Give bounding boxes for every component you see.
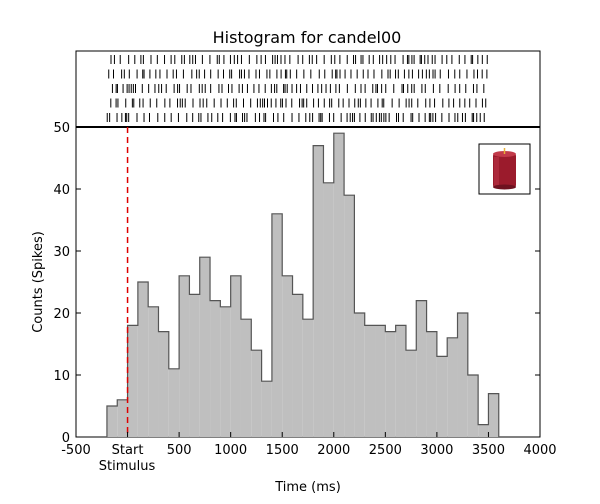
histogram-bar: [251, 350, 262, 437]
y-tick-label: 20: [53, 307, 70, 322]
histogram-bar: [199, 257, 211, 437]
histogram-outline: [106, 132, 500, 437]
histogram-bar: [282, 275, 293, 437]
x-tick-label: 4000: [523, 443, 556, 458]
x-tick-label: 2500: [369, 443, 402, 458]
y-tick-label: 30: [53, 245, 70, 260]
x-axis-label: Time (ms): [274, 480, 341, 495]
histogram-bar: [385, 331, 396, 437]
histogram-bar: [261, 381, 272, 437]
histogram-bar: [375, 325, 386, 437]
x-tick-label: 3000: [420, 443, 453, 458]
y-axis-label: Counts (Spikes): [31, 231, 46, 333]
histogram-bar: [478, 424, 489, 437]
y-tick-label: 50: [53, 121, 70, 136]
x-tick-label: 500: [167, 443, 192, 458]
y-tick-label: 0: [62, 431, 70, 446]
histogram-bar: [230, 275, 241, 437]
y-axis-ticks: 0 10 20 30 40 50: [53, 121, 540, 446]
x-tick-label: 2000: [317, 443, 350, 458]
histogram-bar: [416, 300, 427, 437]
histogram-bar: [106, 406, 118, 437]
candle-thumbnail: [478, 143, 531, 195]
histogram-bar: [271, 213, 283, 437]
x-tick-label: 1500: [266, 443, 299, 458]
x-tick-label: 3500: [472, 443, 505, 458]
x-tick-label: Start: [112, 443, 144, 458]
histogram-bar: [447, 337, 458, 437]
histogram-bar: [436, 356, 448, 437]
histogram-bar: [158, 331, 169, 437]
histogram-bar: [302, 319, 314, 437]
histogram-bar: [354, 313, 365, 437]
histogram-bar: [189, 294, 200, 437]
histogram-bar: [168, 368, 180, 437]
spike-raster: [106, 55, 488, 122]
histogram-bars: [106, 132, 500, 437]
histogram-bar: [323, 182, 334, 437]
histogram-bar: [127, 325, 138, 437]
histogram-bar: [220, 306, 231, 437]
histogram-bar: [313, 145, 324, 437]
histogram-bar: [148, 306, 159, 437]
histogram-bar: [457, 313, 468, 437]
histogram-bar: [395, 325, 406, 437]
chart-title: Histogram for candel00: [213, 28, 402, 47]
histogram-bar: [240, 319, 252, 437]
histogram-bar: [117, 399, 128, 437]
histogram-bar: [488, 393, 499, 437]
y-tick-label: 40: [53, 183, 70, 198]
histogram-bar: [292, 294, 303, 437]
x-tick-label: 1000: [214, 443, 247, 458]
histogram-bar: [344, 195, 355, 437]
histogram-bar: [426, 331, 437, 437]
histogram-bar: [333, 133, 345, 437]
raster-panel: [75, 50, 541, 128]
stimulus-label: Stimulus: [99, 459, 156, 474]
histogram-bar: [137, 282, 149, 437]
histogram-bar: [405, 350, 417, 437]
candle-icon: [493, 148, 516, 190]
x-tick-label: -500: [61, 443, 91, 458]
histogram-bar: [467, 375, 479, 437]
x-axis-ticks: -500 Start 500 1000 1500 2000 2500 3000 3500 4000: [61, 432, 557, 458]
y-tick-label: 10: [53, 369, 70, 384]
histogram-bar: [364, 325, 376, 437]
histogram-bar: [179, 275, 190, 437]
histogram-bar: [210, 300, 221, 437]
